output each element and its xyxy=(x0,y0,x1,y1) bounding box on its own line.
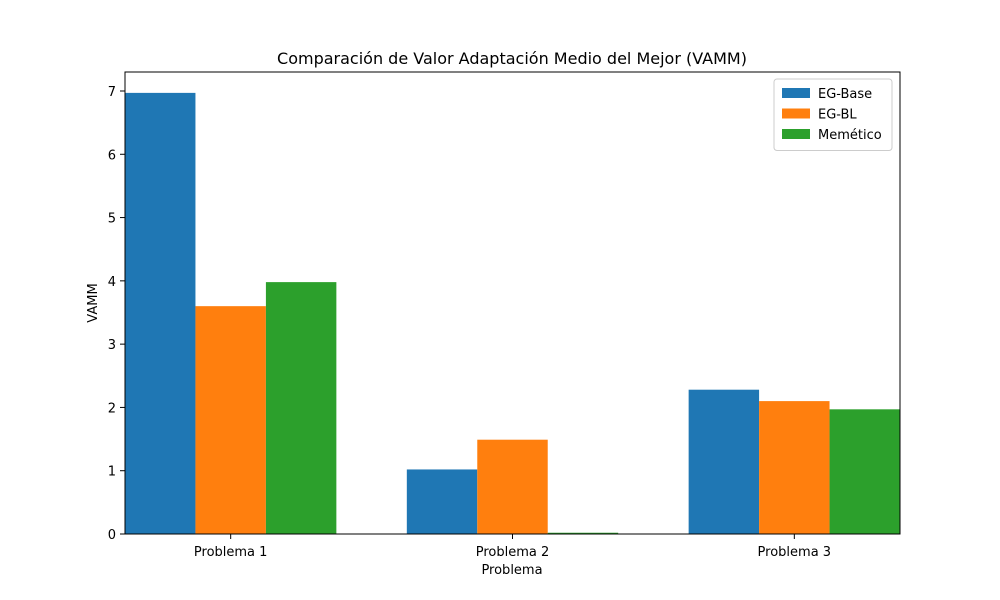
bar-eg-base-3 xyxy=(688,389,760,534)
y-tick-label: 7 xyxy=(108,85,116,100)
legend-swatch xyxy=(782,108,810,119)
legend-swatch xyxy=(782,129,810,139)
bar-eg-bl-1 xyxy=(195,306,266,534)
y-tick-label: 3 xyxy=(108,338,116,353)
legend-label: Memético xyxy=(818,128,882,143)
y-tick-label: 2 xyxy=(108,401,116,416)
y-tick-label: 6 xyxy=(108,148,116,163)
y-tick-label: 5 xyxy=(108,212,116,227)
bar-eg-bl-3 xyxy=(759,401,830,534)
legend: EG-Base EG-BL Memético xyxy=(773,78,893,151)
y-tick-label: 4 xyxy=(108,275,116,290)
bar-mem-tico-1 xyxy=(265,282,337,534)
bar-eg-base-2 xyxy=(406,469,478,534)
x-tick-label: Problema 3 xyxy=(758,545,832,560)
y-axis-label: VAMM xyxy=(86,283,101,322)
bar-mem-tico-3 xyxy=(829,409,900,534)
chart-title: Comparación de Valor Adaptación Medio de… xyxy=(277,49,747,68)
x-axis: Problema 1 Problema 2 Problema 3 xyxy=(194,534,831,560)
legend-label: EG-Base xyxy=(818,87,872,102)
y-tick-label: 0 xyxy=(108,528,116,543)
legend-label: EG-BL xyxy=(818,108,857,123)
bars-group xyxy=(125,92,900,534)
bar-eg-bl-2 xyxy=(477,439,548,534)
bar-mem-tico-2 xyxy=(547,532,619,534)
bar-eg-base-1 xyxy=(125,92,196,534)
y-axis: 0 1 2 3 4 5 6 7 xyxy=(108,85,125,543)
x-tick-label: Problema 1 xyxy=(194,545,268,560)
x-axis-label: Problema xyxy=(481,563,542,578)
legend-swatch xyxy=(782,88,810,98)
y-tick-label: 1 xyxy=(108,465,116,480)
x-tick-label: Problema 2 xyxy=(476,545,550,560)
